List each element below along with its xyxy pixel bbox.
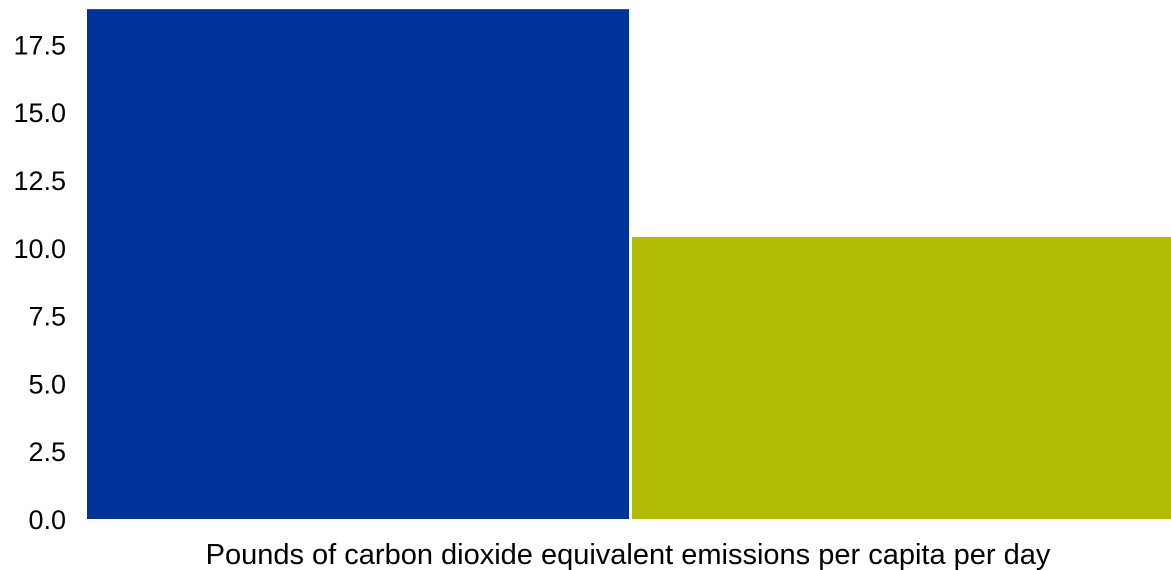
y-tick-label: 15.0 [13,98,66,128]
y-axis-ticks: 0.0 2.5 5.0 7.5 10.0 12.5 15.0 17.5 [13,30,66,535]
bar-series [87,9,1171,519]
y-tick-label: 2.5 [28,437,66,467]
y-tick-label: 12.5 [13,166,66,196]
y-tick-label: 0.0 [28,505,66,535]
y-tick-label: 7.5 [28,302,66,332]
y-tick-label: 5.0 [28,369,66,399]
y-tick-label: 10.0 [13,234,66,264]
bar-1 [87,9,629,519]
bar-2 [632,236,1171,519]
y-tick-label: 17.5 [13,30,66,60]
x-axis-label: Pounds of carbon dioxide equivalent emis… [206,539,1051,570]
